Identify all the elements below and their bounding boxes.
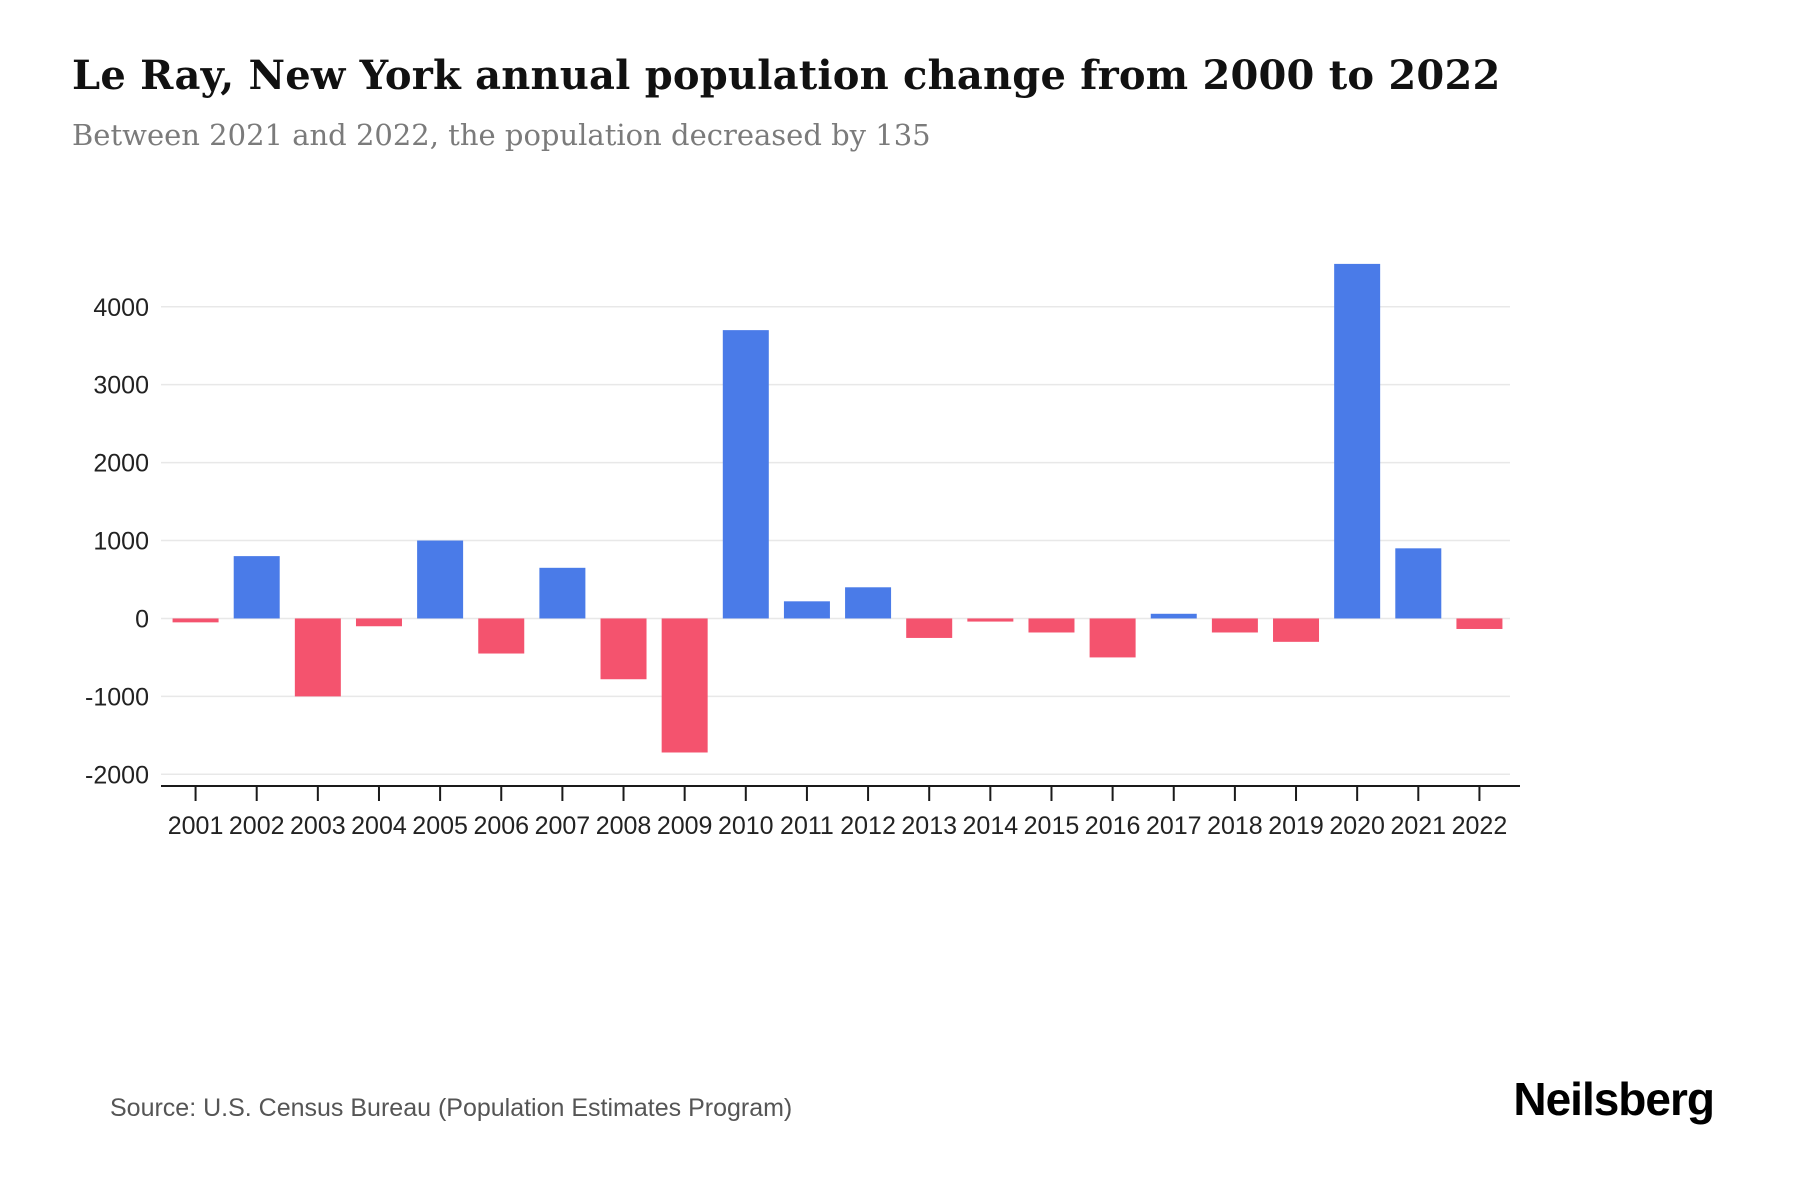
y-axis-tick-label: 3000 <box>93 372 149 400</box>
x-axis-tick-label: 2009 <box>657 812 713 840</box>
x-axis-tick-label: 2004 <box>351 812 407 840</box>
bar-2016[interactable] <box>1089 618 1136 658</box>
x-axis-tick-label: 2017 <box>1146 812 1202 840</box>
x-axis-tick-label: 2002 <box>229 812 285 840</box>
y-axis-tick-label: 2000 <box>93 450 149 478</box>
x-axis-tick-label: 2020 <box>1329 812 1385 840</box>
bar-2009[interactable] <box>661 618 708 753</box>
bar-2008[interactable] <box>600 618 647 680</box>
chart-title: Le Ray, New York annual population chang… <box>72 52 1501 99</box>
bar-2019[interactable] <box>1273 618 1320 642</box>
y-axis-tick-label: 4000 <box>93 294 149 322</box>
x-axis-tick-label: 2013 <box>901 812 957 840</box>
chart-subtitle: Between 2021 and 2022, the population de… <box>72 118 931 152</box>
bar-2002[interactable] <box>233 556 280 619</box>
bar-2004[interactable] <box>355 618 402 627</box>
bar-2007[interactable] <box>539 567 586 619</box>
bar-2014[interactable] <box>967 618 1014 622</box>
x-axis-tick-label: 2021 <box>1390 812 1446 840</box>
x-axis-tick-label: 2012 <box>840 812 896 840</box>
x-axis-tick-label: 2014 <box>963 812 1019 840</box>
x-axis-tick-label: 2015 <box>1024 812 1080 840</box>
bar-2005[interactable] <box>417 540 464 619</box>
y-axis-tick-label: 0 <box>135 605 149 633</box>
bar-2020[interactable] <box>1334 263 1381 619</box>
x-axis-tick-label: 2019 <box>1268 812 1324 840</box>
x-axis-tick-label: 2001 <box>168 812 224 840</box>
bar-2017[interactable] <box>1150 613 1197 619</box>
bar-2012[interactable] <box>845 587 892 619</box>
x-axis-tick-label: 2006 <box>473 812 529 840</box>
x-axis-tick-label: 2003 <box>290 812 346 840</box>
x-axis-tick-label: 2016 <box>1085 812 1141 840</box>
bar-2010[interactable] <box>722 330 769 619</box>
bar-chart: -2000 -1000 0 1000 2000 3000 4000 2001 2002 2003 2… <box>80 238 1530 858</box>
bar-2018[interactable] <box>1211 618 1258 633</box>
x-axis-tick-label: 2018 <box>1207 812 1263 840</box>
bar-2013[interactable] <box>906 618 953 638</box>
x-axis-tick-label: 2011 <box>780 812 834 840</box>
x-axis-tick-label: 2008 <box>596 812 652 840</box>
x-axis-tick-label: 2022 <box>1452 812 1508 840</box>
y-axis-tick-label: 1000 <box>93 528 149 556</box>
y-axis-tick-label: -1000 <box>85 683 149 711</box>
bar-2015[interactable] <box>1028 618 1075 633</box>
source-note: Source: U.S. Census Bureau (Population E… <box>110 1094 793 1122</box>
bar-2021[interactable] <box>1395 548 1442 619</box>
brand-logo: Neilsberg <box>1513 1073 1715 1125</box>
bar-2022[interactable] <box>1456 618 1503 629</box>
x-axis-tick-label: 2005 <box>412 812 468 840</box>
bar-2003[interactable] <box>294 618 341 697</box>
bar-2001[interactable] <box>172 618 219 623</box>
y-axis-tick-label: -2000 <box>85 761 149 789</box>
x-axis-tick-label: 2007 <box>535 812 591 840</box>
x-axis-tick-label: 2010 <box>718 812 774 840</box>
bar-2011[interactable] <box>783 601 830 619</box>
bar-2006[interactable] <box>478 618 525 654</box>
